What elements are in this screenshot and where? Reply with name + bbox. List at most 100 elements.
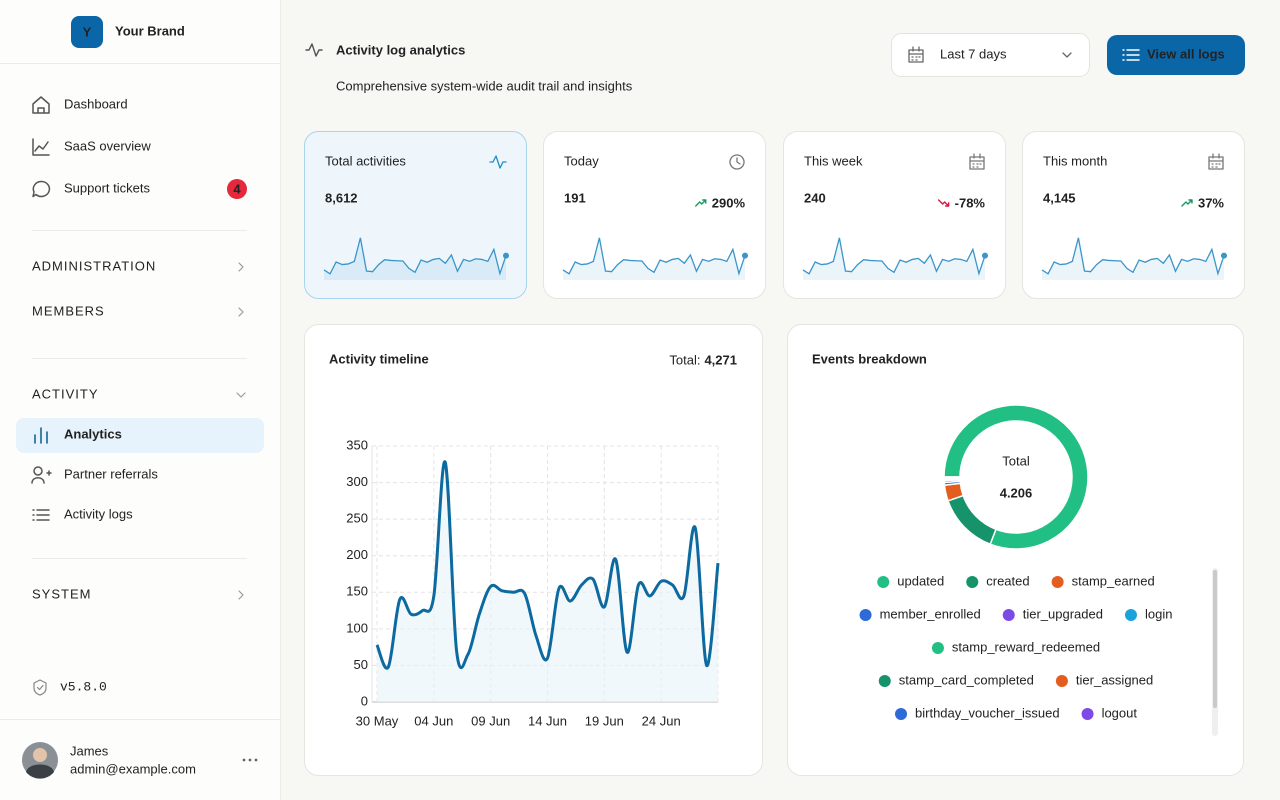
legend-dot <box>1055 675 1068 687</box>
section-label[interactable]: SYSTEM <box>32 586 91 601</box>
legend-label: updated <box>897 573 944 588</box>
icon <box>32 96 50 114</box>
y-tick-label: 150 <box>346 584 368 599</box>
chart-title: Events breakdown <box>812 351 927 366</box>
legend-dot <box>1124 609 1137 621</box>
nav-item[interactable]: Activity logs <box>64 506 133 521</box>
menu-dot <box>254 758 258 762</box>
section-label[interactable]: ACTIVITY <box>32 386 99 401</box>
legend-label: login <box>1145 606 1172 621</box>
nav-item[interactable]: Dashboard <box>64 96 128 111</box>
icon <box>1208 153 1224 170</box>
icon <box>305 43 323 57</box>
version: v5.8.0 <box>60 679 107 694</box>
brand-initial: Y <box>83 24 92 39</box>
stat-value: 4,145 <box>1043 190 1076 205</box>
legend-dot <box>966 576 979 588</box>
sparkline <box>802 237 986 276</box>
x-tick-label: 30 May <box>356 713 399 728</box>
icon <box>1181 199 1193 207</box>
icon <box>32 138 50 156</box>
x-tick-label: 14 Jun <box>528 713 567 728</box>
legend-label: birthday_voucher_issued <box>915 705 1060 720</box>
stat-label: Today <box>564 153 599 168</box>
button-label: View all logs <box>1147 46 1225 61</box>
nav-item[interactable]: Support tickets <box>64 180 150 195</box>
chart-card <box>787 324 1244 776</box>
icon <box>238 307 244 317</box>
icon <box>908 46 924 63</box>
sparkline <box>323 237 507 276</box>
line-area <box>377 461 718 702</box>
sparkline-area <box>803 237 985 280</box>
icon <box>33 679 47 696</box>
section-label[interactable]: ADMINISTRATION <box>32 258 156 273</box>
icon <box>489 155 507 169</box>
icon <box>729 154 745 170</box>
donut-center-value: 4.206 <box>1000 485 1033 500</box>
view-logs-button[interactable] <box>1107 35 1245 75</box>
section-label[interactable]: MEMBERS <box>32 303 105 318</box>
legend-label: stamp_card_completed <box>899 672 1034 687</box>
x-tick-label: 24 Jun <box>642 713 681 728</box>
brand-name: Your Brand <box>115 23 185 38</box>
stat-value: 191 <box>564 190 586 205</box>
brand-logo <box>71 16 103 48</box>
icon <box>32 180 51 198</box>
donut-center-label: Total <box>1002 453 1030 468</box>
sparkline-area <box>563 237 745 280</box>
sparkline-end <box>742 252 748 259</box>
sparkline-area <box>324 237 506 280</box>
legend-label: tier_upgraded <box>1023 606 1103 621</box>
icon <box>969 153 985 170</box>
legend-label: stamp_reward_redeemed <box>952 639 1100 654</box>
y-tick-label: 200 <box>346 547 368 562</box>
x-tick-label: 09 Jun <box>471 713 510 728</box>
nav-item[interactable]: Analytics <box>64 426 122 441</box>
icon <box>695 199 707 207</box>
legend-dot <box>1051 576 1064 588</box>
icon <box>1062 52 1072 58</box>
badge <box>227 179 247 199</box>
legend-label: stamp_earned <box>1072 573 1155 588</box>
user-name: James <box>70 743 109 758</box>
sparkline <box>562 237 746 276</box>
y-tick-label: 50 <box>354 657 368 672</box>
line <box>375 460 720 670</box>
stat-value: 8,612 <box>325 190 358 205</box>
page-subtitle: Comprehensive system-wide audit trail an… <box>336 78 633 93</box>
icon <box>31 466 52 484</box>
avatar-body <box>26 764 54 779</box>
sparkline-end <box>503 252 509 259</box>
nav-active-bg <box>16 418 264 453</box>
stat-change: 37% <box>1198 195 1224 210</box>
sparkline <box>1041 237 1225 276</box>
date-picker[interactable] <box>891 33 1090 77</box>
stat-value: 240 <box>804 190 826 205</box>
legend-label: tier_assigned <box>1076 672 1153 687</box>
stat-label: This month <box>1043 153 1107 168</box>
legend-dot <box>1081 708 1094 720</box>
icon <box>32 509 50 521</box>
sparkline-end <box>1221 252 1227 259</box>
sparkline-end <box>982 252 988 259</box>
legend-dot <box>1002 609 1015 621</box>
stat-change: -78% <box>955 195 986 210</box>
icon <box>937 199 950 207</box>
icon <box>34 427 48 444</box>
legend-dot <box>878 675 891 687</box>
scrollbar-thumb[interactable] <box>1213 570 1217 708</box>
legend-dot <box>877 576 890 588</box>
y-tick-label: 250 <box>346 511 368 526</box>
menu-dot <box>242 758 246 762</box>
y-tick-label: 350 <box>346 437 368 452</box>
legend-label: member_enrolled <box>880 606 981 621</box>
x-tick-label: 19 Jun <box>585 713 624 728</box>
nav-item[interactable]: SaaS overview <box>64 138 151 153</box>
chart-title: Activity timeline <box>329 351 429 366</box>
y-tick-label: 0 <box>361 693 368 708</box>
nav-item[interactable]: Partner referrals <box>64 466 158 481</box>
date-range: Last 7 days <box>940 46 1007 61</box>
